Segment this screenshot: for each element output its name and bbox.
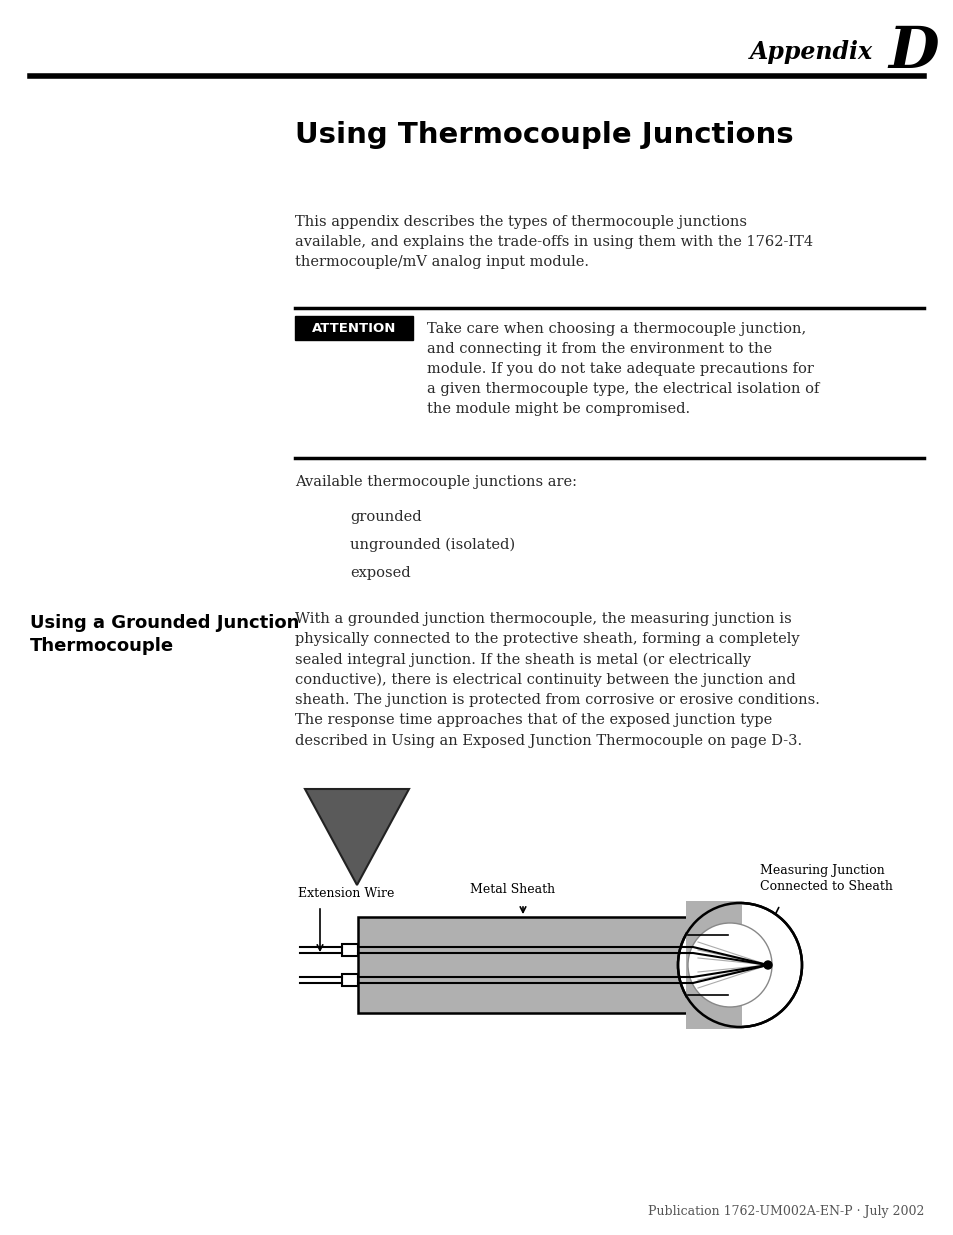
Text: Appendix: Appendix	[749, 40, 872, 64]
Text: Metal Sheath: Metal Sheath	[470, 883, 555, 897]
Text: grounded: grounded	[350, 510, 421, 524]
Text: Using Thermocouple Junctions: Using Thermocouple Junctions	[294, 121, 793, 149]
Polygon shape	[305, 789, 409, 885]
Circle shape	[351, 424, 362, 435]
Text: Available thermocouple junctions are:: Available thermocouple junctions are:	[294, 475, 577, 489]
Bar	[341, 974, 357, 986]
Text: This appendix describes the types of thermocouple junctions
available, and expla: This appendix describes the types of the…	[294, 215, 812, 269]
Circle shape	[678, 903, 801, 1028]
Text: Using a Grounded Junction
Thermocouple: Using a Grounded Junction Thermocouple	[30, 614, 299, 655]
Text: D: D	[887, 23, 938, 80]
Text: !: !	[348, 372, 366, 409]
Text: ungrounded (isolated): ungrounded (isolated)	[350, 538, 515, 552]
Text: Take care when choosing a thermocouple junction,
and connecting it from the envi: Take care when choosing a thermocouple j…	[427, 322, 819, 416]
Text: Publication 1762-UM002A-EN-P · July 2002: Publication 1762-UM002A-EN-P · July 2002	[647, 1205, 923, 1219]
Bar	[685, 902, 741, 1029]
Text: ATTENTION: ATTENTION	[312, 321, 395, 335]
Text: Extension Wire: Extension Wire	[297, 887, 394, 900]
Circle shape	[763, 961, 771, 969]
Bar	[357, 918, 687, 1013]
Bar	[294, 316, 413, 340]
Text: exposed: exposed	[350, 566, 410, 580]
Bar	[341, 944, 357, 956]
Circle shape	[687, 923, 771, 1007]
Text: Measuring Junction
Connected to Sheath: Measuring Junction Connected to Sheath	[760, 864, 892, 893]
Text: With a grounded junction thermocouple, the measuring junction is
physically conn: With a grounded junction thermocouple, t…	[294, 613, 819, 747]
